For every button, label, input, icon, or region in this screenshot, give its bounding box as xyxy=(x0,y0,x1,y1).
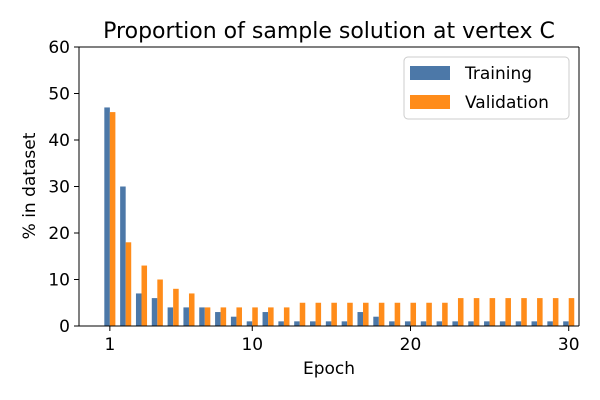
x-ticks-group: 1 10 20 30 xyxy=(104,326,580,355)
y-tick-label: 20 xyxy=(48,224,70,244)
plot-area: 1 10 20 30 0 10 20 30 40 50 60 xyxy=(48,38,579,355)
y-tick-label: 60 xyxy=(48,38,70,58)
bar-validation-epoch-26 xyxy=(505,298,511,326)
bar-validation-epoch-27 xyxy=(521,298,527,326)
bar-training-epoch-4 xyxy=(151,298,158,326)
y-ticks-group: 0 10 20 30 40 50 60 xyxy=(48,38,79,337)
bar-training-epoch-5 xyxy=(167,307,174,326)
x-axis-label: Epoch xyxy=(303,359,355,379)
bar-validation-epoch-1 xyxy=(109,112,116,326)
bar-training-epoch-10 xyxy=(246,321,253,326)
bar-validation-epoch-20 xyxy=(410,302,417,326)
bar-training-epoch-2 xyxy=(120,186,126,326)
bar-training-epoch-15 xyxy=(325,321,332,326)
bar-training-epoch-18 xyxy=(373,316,379,326)
bar-validation-epoch-12 xyxy=(283,307,290,326)
legend-swatch-training xyxy=(410,66,450,80)
bar-training-epoch-7 xyxy=(199,307,205,326)
x-tick-label: 20 xyxy=(400,335,422,355)
bar-training-epoch-19 xyxy=(389,321,395,326)
x-tick-label: 30 xyxy=(558,335,580,355)
bar-training-epoch-30 xyxy=(563,321,569,326)
x-tick-label: 10 xyxy=(241,335,263,355)
bar-validation-epoch-7 xyxy=(204,307,211,326)
legend-label-training: Training xyxy=(464,64,532,84)
bar-validation-epoch-4 xyxy=(157,279,163,326)
bar-validation-epoch-17 xyxy=(363,302,369,326)
bar-validation-epoch-14 xyxy=(315,302,322,326)
bar-training-epoch-12 xyxy=(278,321,284,326)
legend: Training Validation xyxy=(403,56,570,120)
bar-training-epoch-11 xyxy=(262,312,269,326)
bar-validation-epoch-30 xyxy=(568,298,575,326)
bar-training-epoch-14 xyxy=(310,321,316,326)
chart-title: Proportion of sample solution at vertex … xyxy=(103,19,555,44)
y-axis-label: % in dataset xyxy=(20,132,40,239)
bar-validation-epoch-22 xyxy=(442,302,448,326)
bar-validation-epoch-5 xyxy=(173,288,179,326)
bar-validation-epoch-29 xyxy=(552,298,559,326)
bar-training-epoch-24 xyxy=(468,321,474,326)
bar-validation-epoch-24 xyxy=(473,298,480,326)
bar-training-epoch-23 xyxy=(452,321,458,326)
bar-validation-epoch-19 xyxy=(394,302,401,326)
legend-swatch-validation xyxy=(410,95,450,109)
bar-validation-epoch-23 xyxy=(457,298,464,326)
bar-training-epoch-1 xyxy=(104,107,110,326)
bar-training-epoch-29 xyxy=(547,321,553,326)
bar-validation-epoch-18 xyxy=(378,302,385,326)
bars-group xyxy=(104,107,575,326)
bar-training-epoch-20 xyxy=(404,321,411,326)
bar-training-epoch-28 xyxy=(531,321,538,326)
bar-training-epoch-22 xyxy=(436,321,443,326)
bar-validation-epoch-10 xyxy=(252,307,258,326)
bar-training-epoch-17 xyxy=(357,312,364,326)
bar-training-epoch-6 xyxy=(183,307,189,326)
bar-validation-epoch-13 xyxy=(299,302,306,326)
y-tick-label: 30 xyxy=(48,178,70,198)
bar-validation-epoch-21 xyxy=(426,302,432,326)
bar-validation-epoch-3 xyxy=(141,265,148,326)
y-tick-label: 50 xyxy=(48,85,70,105)
bar-training-epoch-9 xyxy=(230,316,237,326)
bar-training-epoch-8 xyxy=(215,312,221,326)
bar-validation-epoch-11 xyxy=(268,307,274,326)
bar-validation-epoch-8 xyxy=(220,307,227,326)
bar-validation-epoch-2 xyxy=(125,242,132,326)
bar-training-epoch-25 xyxy=(484,321,490,326)
bar-training-epoch-27 xyxy=(515,321,522,326)
x-tick-label: 1 xyxy=(104,335,115,355)
bar-training-epoch-16 xyxy=(341,321,348,326)
y-tick-label: 40 xyxy=(48,131,70,151)
y-tick-label: 0 xyxy=(59,317,70,337)
bar-validation-epoch-28 xyxy=(537,298,543,326)
bar-training-epoch-26 xyxy=(499,321,506,326)
bar-validation-epoch-6 xyxy=(188,293,195,326)
bar-validation-epoch-25 xyxy=(489,298,496,326)
bar-validation-epoch-15 xyxy=(331,302,337,326)
bar-training-epoch-13 xyxy=(294,321,300,326)
legend-label-validation: Validation xyxy=(465,93,549,113)
bar-validation-epoch-9 xyxy=(236,307,242,326)
bar-training-epoch-21 xyxy=(420,321,427,326)
y-tick-label: 10 xyxy=(48,271,70,291)
bar-training-epoch-3 xyxy=(135,293,142,326)
bar-validation-epoch-16 xyxy=(347,302,353,326)
